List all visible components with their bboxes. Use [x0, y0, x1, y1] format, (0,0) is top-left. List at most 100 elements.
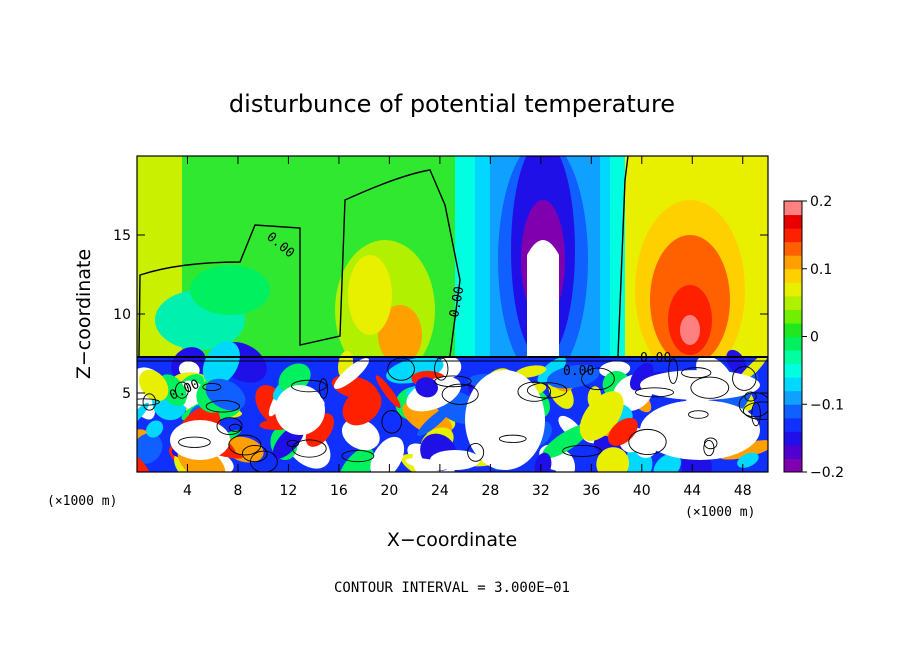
colorbar-swatch: [784, 444, 802, 459]
contour-zero-right: [617, 156, 629, 357]
turbulence-blob: [553, 450, 576, 472]
turbulence-blob: [137, 452, 154, 472]
turbulence-contour: [744, 391, 757, 402]
turbulence-contour: [291, 439, 327, 458]
colorbar-swatch: [784, 377, 802, 392]
x-tick-label-28: 28: [481, 483, 499, 499]
colorbar-swatch: [784, 417, 802, 432]
turbulence-blob: [337, 447, 375, 472]
turbulence-contour: [688, 410, 709, 419]
turbulence-white-region: [465, 370, 545, 470]
turbulence-contour: [668, 358, 679, 384]
turbulence-contour: [228, 423, 242, 432]
turbulence-contour: [581, 367, 615, 391]
turbulence-blob: [333, 358, 370, 389]
colorbar-swatch: [784, 201, 802, 216]
cold-plume-white-core: [527, 240, 559, 356]
colorbar-swatch: [784, 350, 802, 365]
colorbar-swatch: [784, 214, 802, 229]
turbulence-blob: [537, 357, 567, 384]
turbulence-contour: [628, 428, 667, 455]
y-axis-ticks: 5 10 15: [113, 228, 768, 402]
x-tick-label-40: 40: [633, 483, 651, 499]
y-tick-label-10: 10: [113, 307, 131, 323]
x-tick-label-48: 48: [734, 483, 752, 499]
colorbar-swatch: [784, 241, 802, 256]
colorbar-swatch: [784, 322, 802, 337]
turbulence-contour: [318, 378, 329, 399]
turbulence-contour: [202, 382, 222, 392]
colorbar-tick-label: −0.2: [810, 465, 844, 481]
y-tick-label-15: 15: [113, 228, 131, 244]
turbulence-contour: [732, 366, 757, 391]
turbulence-blob: [146, 420, 164, 438]
turbulence-contour: [241, 444, 268, 463]
turbulence-blob: [341, 418, 380, 451]
turbulence-contour: [142, 393, 157, 411]
contour-interval-note: CONTOUR INTERVAL = 3.000E−01: [334, 580, 570, 596]
turbulence-contour: [751, 402, 761, 427]
turbulence-contour: [216, 417, 243, 436]
colorbar-swatch: [784, 458, 802, 473]
turbulence-contour: [634, 387, 675, 398]
colorbar-swatch: [784, 228, 802, 243]
x-tick-label-8: 8: [233, 483, 242, 499]
turbulence-white-region: [640, 400, 760, 460]
turbulence-contour: [526, 382, 568, 399]
colorbar-swatch: [784, 309, 802, 324]
x-unit-left: (×1000 m): [47, 494, 117, 509]
turbulence-blob: [542, 424, 590, 459]
turbulence-contour: [690, 376, 730, 399]
colorbar-tick-label: 0.2: [810, 194, 832, 210]
turbulence-contour: [381, 410, 403, 434]
turbulence-contour: [228, 434, 262, 456]
contour-zero-upper: [138, 169, 461, 357]
x-tick-label-32: 32: [532, 483, 550, 499]
x-tick-label-12: 12: [280, 483, 298, 499]
contour-label-5: 0.00: [563, 364, 594, 379]
x-axis-label: X−coordinate: [387, 529, 517, 551]
chart-title: disturbunce of potential temperature: [229, 90, 675, 118]
x-axis-ticks: 4 8 12 16 20 24 28 32 36 40 44 48: [183, 156, 752, 499]
turbulence-contour: [205, 400, 240, 413]
turbulence-contour: [681, 367, 712, 379]
turbulence-contour: [742, 401, 768, 420]
right-warm-pink: [680, 315, 700, 345]
y-tick-label-5: 5: [122, 386, 131, 402]
x-tick-label-24: 24: [431, 483, 449, 499]
colorbar-swatch: [784, 295, 802, 310]
turbulence-white-region: [640, 370, 760, 400]
lower-turbulence: [137, 341, 768, 472]
colorbar-swatch: [784, 363, 802, 378]
colorbar-swatch: [784, 255, 802, 270]
turbulence-contour: [738, 392, 768, 418]
turbulence-blob: [608, 417, 638, 446]
turbulence-white-region: [430, 450, 480, 470]
colorbar-swatch: [784, 431, 802, 446]
plot-area: [137, 156, 768, 472]
contour-label-2: 0.00: [447, 285, 467, 318]
colorbar-tick-label: 0.1: [810, 262, 832, 278]
turbulence-white-region: [170, 420, 230, 460]
turbulence-contour: [434, 375, 472, 388]
colorbar-ticks: 0.2 0.1 0 −0.1 −0.2: [802, 194, 844, 481]
warm-plume-core: [378, 305, 422, 365]
turbulence-contour: [178, 436, 211, 448]
colorbar-tick-label: −0.1: [810, 397, 844, 413]
turbulence-blob: [515, 365, 547, 378]
turbulence-contour: [703, 437, 718, 450]
y-axis-label: Z−coordinate: [73, 249, 95, 379]
turbulence-contour: [137, 398, 160, 406]
x-unit-right: (×1000 m): [685, 505, 755, 520]
turbulence-contour: [341, 449, 375, 463]
turbulence-contour: [175, 381, 189, 399]
turbulence-blob: [139, 369, 169, 402]
colorbar-tick-label: 0: [810, 330, 819, 346]
x-tick-label-16: 16: [330, 483, 348, 499]
contour-label-3: 0.00: [640, 351, 671, 366]
turbulence-blob: [202, 341, 240, 386]
turbulence-blob: [653, 453, 681, 472]
turbulence-blob: [375, 375, 401, 409]
colorbar-swatch: [784, 268, 802, 283]
